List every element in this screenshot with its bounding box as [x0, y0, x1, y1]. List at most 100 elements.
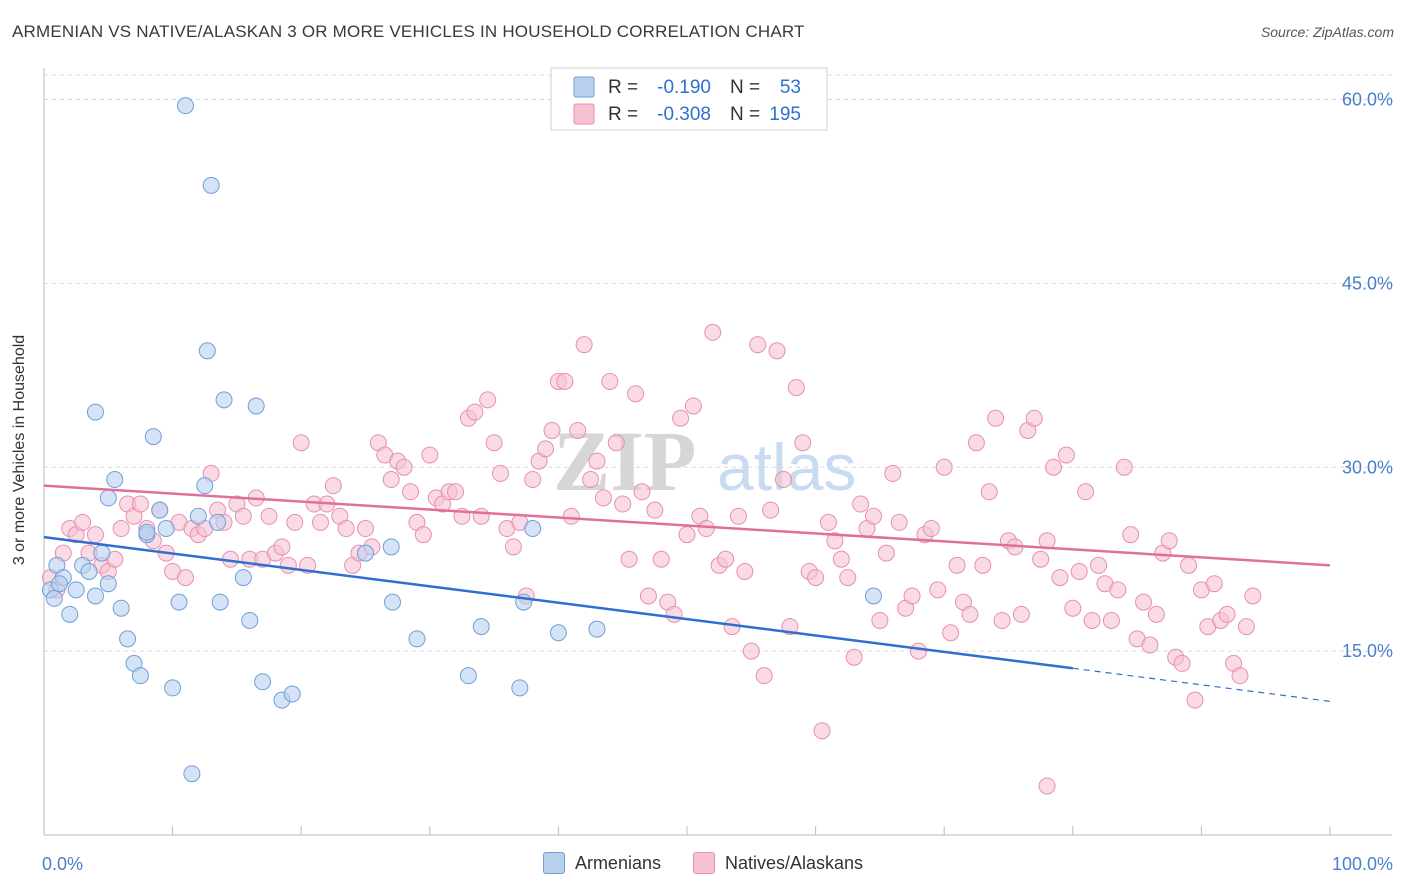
native-point	[395, 458, 413, 476]
y-tick-label: 30.0%	[1342, 457, 1393, 477]
native-point	[826, 532, 844, 550]
armenian-point	[144, 428, 162, 446]
native-point	[1115, 458, 1133, 476]
native-point	[1231, 667, 1249, 685]
native-point	[1237, 618, 1255, 636]
native-point	[260, 507, 278, 525]
native-point	[466, 403, 484, 421]
armenian-point	[241, 611, 259, 629]
armenian-point	[151, 501, 169, 519]
armenian-point	[80, 562, 98, 580]
armenian-point	[472, 618, 490, 636]
native-point	[485, 434, 503, 452]
native-point	[575, 336, 593, 354]
armenian-point	[170, 593, 188, 611]
native-point	[1173, 654, 1191, 672]
native-point	[1012, 605, 1030, 623]
native-point	[447, 483, 465, 501]
native-point	[884, 464, 902, 482]
armenian-point	[198, 342, 216, 360]
native-point	[1038, 777, 1056, 795]
native-point	[987, 409, 1005, 427]
native-point	[794, 434, 812, 452]
armenian-point	[234, 569, 252, 587]
native-point	[357, 520, 374, 538]
x-tick-label: 100.0%	[1332, 854, 1393, 874]
armenian-trend-line	[43, 535, 1073, 670]
armenian-point	[408, 630, 426, 648]
native-point	[697, 520, 715, 538]
native-point	[1244, 587, 1262, 605]
native-point	[1218, 605, 1236, 623]
native-point	[736, 562, 754, 580]
native-point	[639, 587, 657, 605]
native-point	[903, 587, 921, 605]
native-point	[273, 538, 291, 556]
stats-legend-swatch	[573, 76, 595, 98]
armenian-point	[86, 587, 104, 605]
armenian-point	[106, 471, 124, 489]
armenian-point	[61, 605, 79, 623]
armenian-point	[189, 507, 207, 525]
native-point	[607, 434, 625, 452]
native-point	[1205, 575, 1223, 593]
y-tick-label: 60.0%	[1342, 90, 1393, 110]
axes	[43, 68, 1392, 836]
native-point	[112, 520, 130, 538]
armenian-point	[215, 391, 233, 409]
native-point	[556, 372, 574, 390]
stats-n-label: N =	[730, 104, 760, 125]
native-point	[845, 648, 863, 666]
armenian-point	[112, 599, 130, 617]
native-point	[807, 569, 825, 587]
native-point	[311, 513, 329, 531]
armenian-point	[99, 575, 117, 593]
native-point	[1045, 458, 1063, 476]
native-point	[324, 477, 342, 495]
native-point	[86, 526, 104, 544]
stats-r-value: -0.190	[657, 77, 711, 98]
native-point	[871, 611, 889, 629]
native-point	[414, 526, 432, 544]
native-point	[337, 520, 355, 538]
stats-r-label: R =	[608, 77, 638, 98]
native-point	[421, 446, 439, 464]
native-point	[594, 489, 612, 507]
armenian-point	[202, 176, 220, 194]
native-point	[1083, 611, 1101, 629]
native-point	[819, 513, 837, 531]
native-point	[684, 397, 702, 415]
native-point	[942, 624, 960, 642]
legend-item-armenians[interactable]: Armenians	[542, 852, 661, 874]
armenian-point	[45, 589, 63, 607]
native-point	[562, 507, 580, 525]
tick-labels: 15.0% 30.0% 45.0% 60.0% 0.0% 100.0%	[42, 90, 1393, 874]
native-point	[1070, 562, 1088, 580]
x-tick-label: 0.0%	[42, 854, 83, 874]
stats-n-value: 53	[780, 77, 801, 98]
native-point	[74, 513, 92, 531]
native-point	[569, 421, 587, 439]
native-point	[472, 507, 490, 525]
armenian-point	[384, 593, 402, 611]
native-point	[1025, 409, 1043, 427]
armenian-point	[549, 624, 567, 642]
armenian-point	[183, 765, 201, 783]
armenian-point	[247, 397, 265, 415]
native-point	[665, 605, 683, 623]
native-point	[678, 526, 696, 544]
native-point	[1064, 599, 1082, 617]
armenian-point	[67, 581, 85, 599]
native-point	[479, 391, 497, 409]
native-point	[627, 385, 645, 403]
armenian-point	[176, 97, 194, 115]
armenian-point	[864, 587, 882, 605]
legend-item-natives[interactable]: Natives/Alaskans	[692, 852, 863, 874]
native-point	[1102, 611, 1120, 629]
native-point	[948, 556, 966, 574]
native-point	[877, 544, 895, 562]
armenian-point	[511, 679, 529, 697]
native-point	[1032, 550, 1050, 568]
native-point	[967, 434, 985, 452]
